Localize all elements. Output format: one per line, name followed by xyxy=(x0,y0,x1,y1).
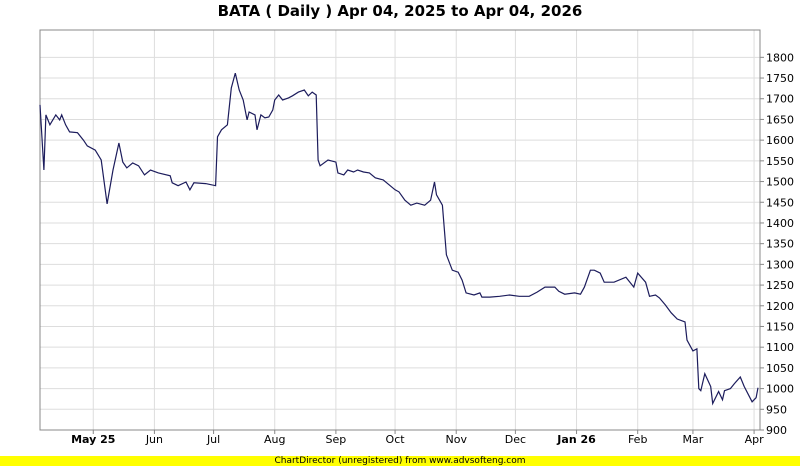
y-tick-label: 1250 xyxy=(766,279,794,292)
y-tick-label: 1700 xyxy=(766,93,794,106)
price-chart: 900 950 1000 1050 1100 1150 1200 1250 1300 1350 14… xyxy=(39,29,794,446)
footer-watermark: ChartDirector (unregistered) from www.ad… xyxy=(0,456,800,466)
x-tick-label: May 25 xyxy=(71,433,115,446)
x-tick-label: Dec xyxy=(505,433,526,446)
y-tick-label: 950 xyxy=(766,403,787,416)
y-tick-label: 1150 xyxy=(766,320,794,333)
y-tick-label: 1600 xyxy=(766,134,794,147)
x-tick-label: Mar xyxy=(683,433,704,446)
y-tick-label: 1750 xyxy=(766,72,794,85)
y-tick-label: 900 xyxy=(766,424,787,437)
y-tick-label: 1050 xyxy=(766,362,794,375)
x-tick-label: Oct xyxy=(386,433,406,446)
y-tick-label: 1500 xyxy=(766,176,794,189)
x-tick-label: Feb xyxy=(628,433,647,446)
chart-title: BATA ( Daily ) Apr 04, 2025 to Apr 04, 2… xyxy=(217,2,583,20)
x-tick-label: Jul xyxy=(206,433,220,446)
y-tick-label: 1800 xyxy=(766,51,794,64)
y-tick-label: 1000 xyxy=(766,383,794,396)
y-tick-label: 1100 xyxy=(766,341,794,354)
x-tick-label: Jan 26 xyxy=(556,433,596,446)
y-axis: 900 950 1000 1050 1100 1150 1200 1250 1300 1350 14… xyxy=(760,51,794,437)
x-tick-label: Aug xyxy=(264,433,285,446)
plot-area-border xyxy=(39,29,761,431)
y-tick-label: 1200 xyxy=(766,300,794,313)
grid-lines xyxy=(40,30,760,431)
x-tick-label: Sep xyxy=(326,433,347,446)
x-axis: May 25 Jun Jul Aug Sep Oct Nov Dec Jan 26 Feb Mar A… xyxy=(71,430,764,446)
x-tick-label: Jun xyxy=(145,433,163,446)
y-tick-label: 1450 xyxy=(766,196,794,209)
y-tick-label: 1400 xyxy=(766,217,794,230)
x-tick-label: Apr xyxy=(745,433,765,446)
y-tick-label: 1550 xyxy=(766,155,794,168)
x-tick-label: Nov xyxy=(445,433,467,446)
y-tick-label: 1350 xyxy=(766,238,794,251)
price-line xyxy=(39,72,759,406)
y-tick-label: 1650 xyxy=(766,113,794,126)
y-tick-label: 1300 xyxy=(766,258,794,271)
